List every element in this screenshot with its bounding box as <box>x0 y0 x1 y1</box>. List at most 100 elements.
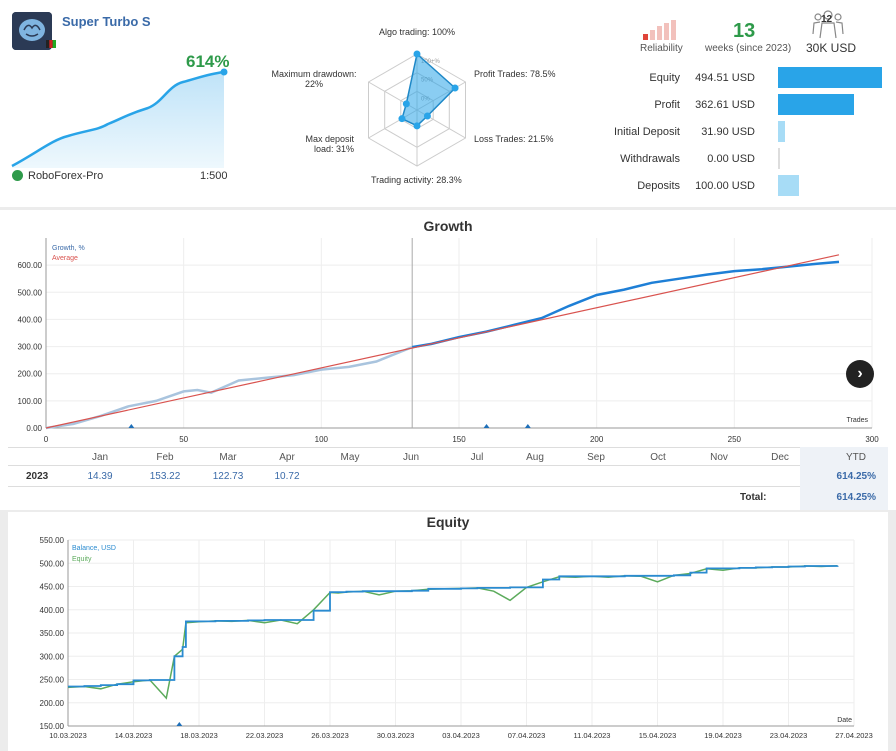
avatar[interactable] <box>12 12 52 50</box>
equity-chart[interactable]: 150.00 200.00 250.00 300.00 350.00 400.00 450.… <box>8 530 888 751</box>
subscribers-funds: 30K USD <box>806 41 857 55</box>
table-month-value[interactable]: 153.22 <box>149 471 181 482</box>
growth-x-tick: 250 <box>728 435 742 444</box>
subscribers-count: 12 <box>821 14 833 25</box>
table-month-header: Jun <box>402 452 420 463</box>
verified-shield-icon <box>12 170 23 181</box>
table-total-value: 614.25% <box>836 492 876 503</box>
growth-chart-title: Growth <box>423 218 473 234</box>
growth-y-tick: 100.00 <box>18 397 43 406</box>
deposit-marker <box>483 424 490 428</box>
equity-x-tick: 23.04.2023 <box>770 731 808 740</box>
stat-bar <box>778 67 882 88</box>
equity-x-tick: 30.03.2023 <box>377 731 415 740</box>
stat-value: 0.00 USD <box>707 153 755 165</box>
growth-legend-growth: Growth, % <box>52 245 85 252</box>
equity-series-line <box>67 565 838 700</box>
equity-x-tick: 11.04.2023 <box>574 731 611 740</box>
leverage-value: 1:500 <box>200 170 228 182</box>
reliability-bars-icon <box>643 20 676 40</box>
stat-bar <box>778 148 780 169</box>
radar-label-loss: Loss Trades: 21.5% <box>474 134 554 144</box>
radar-chart: 100+%50%0% <box>368 50 466 167</box>
stat-label: Withdrawals <box>620 153 680 165</box>
table-month-header: May <box>340 452 360 463</box>
radar-label-drawdown: Maximum drawdown: 22% <box>271 69 357 89</box>
table-month-value[interactable]: 10.72 <box>274 471 300 482</box>
table-year: 2023 <box>26 471 49 482</box>
deposit-marker <box>524 424 531 428</box>
table-month-header: Jul <box>470 452 484 463</box>
equity-x-label: Date <box>837 717 852 724</box>
table-month-header: Dec <box>771 452 789 463</box>
table-month-value[interactable]: 614.25% <box>836 471 876 482</box>
growth-y-tick: 500.00 <box>18 288 43 297</box>
stat-value: 100.00 USD <box>695 180 755 192</box>
equity-y-tick: 150.00 <box>40 722 65 731</box>
growth-x-tick: 150 <box>452 435 466 444</box>
stat-bar <box>778 94 855 115</box>
table-month-header: Mar <box>219 452 237 463</box>
equity-chart-title: Equity <box>426 514 470 530</box>
equity-x-tick: 14.03.2023 <box>115 731 153 740</box>
radar-point <box>413 122 421 130</box>
radar-label-load: Max deposit load: 31% <box>305 134 354 154</box>
stat-label: Initial Deposit <box>613 126 680 138</box>
growth-x-label: Trades <box>846 417 868 424</box>
growth-x-tick: 50 <box>179 435 188 444</box>
table-month-header: Jan <box>91 452 109 463</box>
chevron-right-icon[interactable]: › <box>846 360 874 388</box>
average-series-line <box>45 254 840 429</box>
radar-label-activity: Trading activity: 28.3% <box>371 175 462 185</box>
growth-percent: 614% <box>186 52 230 71</box>
table-month-header: Aug <box>526 452 544 463</box>
growth-y-tick: 0.00 <box>26 424 42 433</box>
equity-panel: Equity 150.00 200.00 250.00 300.00 350.00 400… <box>8 512 888 751</box>
growth-y-tick: 300.00 <box>18 343 43 352</box>
equity-x-tick: 15.04.2023 <box>639 731 677 740</box>
equity-y-tick: 550.00 <box>40 536 65 545</box>
summary-panel: Super Turbo S 614% RoboForex-Pro 1:500 1… <box>0 0 896 207</box>
growth-chart[interactable]: 0 50 100 150 200 250 300 0.00 100.00 200.00 300.00… <box>0 234 896 456</box>
equity-y-tick: 300.00 <box>40 652 65 661</box>
stat-label: Deposits <box>637 180 680 192</box>
broker-name[interactable]: RoboForex-Pro <box>28 170 104 182</box>
table-month-header: Oct <box>650 452 666 463</box>
table-month-value[interactable]: 122.73 <box>212 471 244 482</box>
radar-point <box>451 84 459 92</box>
stat-value: 494.51 USD <box>695 72 755 84</box>
table-month-header: Nov <box>710 452 728 463</box>
growth-x-tick: 200 <box>590 435 604 444</box>
radar-point <box>398 115 406 123</box>
equity-legend-balance: Balance, USD <box>72 545 116 552</box>
radar-point <box>423 112 431 120</box>
deposit-marker <box>128 424 135 428</box>
growth-legend-average: Average <box>52 255 78 262</box>
table-divider <box>8 447 888 448</box>
radar-point <box>402 100 410 108</box>
mini-growth-sparkline <box>11 68 228 168</box>
growth-panel: Growth 0 50 100 150 200 250 300 0.00 100.00 200.0… <box>0 210 896 510</box>
table-month-header: YTD <box>846 452 866 463</box>
growth-y-tick: 400.00 <box>18 315 43 324</box>
table-divider <box>8 465 888 466</box>
stat-label: Profit <box>654 99 680 111</box>
table-month-header: Feb <box>156 452 174 463</box>
ytd-column <box>800 447 888 510</box>
weeks-label: weeks (since 2023) <box>705 43 792 54</box>
weeks-count: 13 <box>733 20 756 42</box>
reliability-label: Reliability <box>640 43 683 54</box>
deposit-marker <box>176 722 183 726</box>
stat-value: 362.61 USD <box>695 99 755 111</box>
balance-series-line <box>68 565 839 688</box>
subscribers-icon <box>812 10 844 39</box>
growth-x-tick: 0 <box>44 435 49 444</box>
stat-bar <box>778 175 800 196</box>
equity-x-tick: 22.03.2023 <box>246 731 284 740</box>
stat-bar <box>778 121 785 142</box>
ea-name-link[interactable]: Super Turbo S <box>62 14 151 29</box>
equity-y-tick: 500.00 <box>40 559 65 568</box>
equity-y-tick: 250.00 <box>40 676 65 685</box>
equity-x-tick: 26.03.2023 <box>311 731 349 740</box>
table-month-value[interactable]: 14.39 <box>87 471 113 482</box>
